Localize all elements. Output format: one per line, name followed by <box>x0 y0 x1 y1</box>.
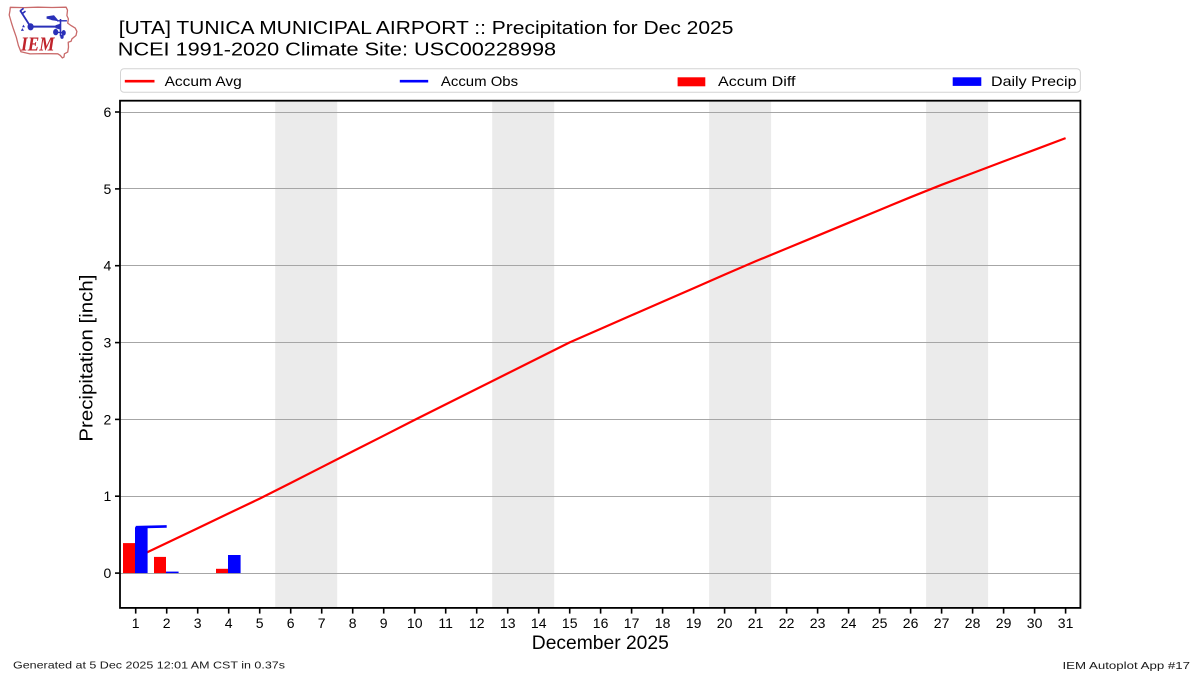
svg-text:2: 2 <box>104 411 112 427</box>
svg-text:20: 20 <box>717 615 733 631</box>
svg-text:25: 25 <box>872 615 888 631</box>
svg-text:5: 5 <box>256 615 264 631</box>
svg-text:22: 22 <box>779 615 795 631</box>
svg-text:Generated at 5 Dec 2025 12:01: Generated at 5 Dec 2025 12:01 AM CST in … <box>13 660 285 672</box>
svg-text:3: 3 <box>104 335 112 351</box>
svg-text:3: 3 <box>194 615 202 631</box>
svg-text:0: 0 <box>104 565 112 581</box>
svg-text:Accum Obs: Accum Obs <box>441 73 518 89</box>
svg-text:27: 27 <box>934 615 950 631</box>
svg-text:IEM Autoplot App #17: IEM Autoplot App #17 <box>1063 660 1191 672</box>
svg-text:Precipitation [inch]: Precipitation [inch] <box>76 275 97 442</box>
svg-text:8: 8 <box>349 615 357 631</box>
svg-text:23: 23 <box>810 615 826 631</box>
svg-text:21: 21 <box>748 615 764 631</box>
svg-text:IEM: IEM <box>20 34 55 56</box>
svg-text:10: 10 <box>407 615 423 631</box>
svg-text:Accum Diff: Accum Diff <box>718 73 796 89</box>
svg-text:17: 17 <box>624 615 640 631</box>
svg-text:Accum Avg: Accum Avg <box>165 73 242 89</box>
svg-text:1: 1 <box>104 488 112 504</box>
svg-text:15: 15 <box>562 615 578 631</box>
svg-text:4: 4 <box>104 258 112 274</box>
svg-text:1: 1 <box>132 615 140 631</box>
svg-text:11: 11 <box>438 615 453 631</box>
svg-text:Daily Precip: Daily Precip <box>991 73 1077 89</box>
svg-text:19: 19 <box>686 615 702 631</box>
svg-text:NCEI 1991-2020 Climate Site: U: NCEI 1991-2020 Climate Site: USC00228998 <box>118 39 556 60</box>
svg-text:5: 5 <box>104 181 112 197</box>
svg-text:4: 4 <box>225 615 233 631</box>
svg-text:31: 31 <box>1058 615 1074 631</box>
svg-text:16: 16 <box>593 615 609 631</box>
svg-text:7: 7 <box>318 615 326 631</box>
svg-text:12: 12 <box>469 615 485 631</box>
svg-text:December 2025: December 2025 <box>532 633 669 654</box>
svg-text:18: 18 <box>655 615 671 631</box>
svg-text:6: 6 <box>104 104 112 120</box>
svg-text:26: 26 <box>903 615 919 631</box>
svg-text:13: 13 <box>500 615 516 631</box>
svg-text:24: 24 <box>841 615 857 631</box>
svg-text:2: 2 <box>163 615 171 631</box>
svg-text:28: 28 <box>965 615 981 631</box>
svg-text:[UTA] TUNICA MUNICIPAL AIRPORT: [UTA] TUNICA MUNICIPAL AIRPORT :: Precip… <box>119 17 734 38</box>
svg-text:29: 29 <box>996 615 1012 631</box>
svg-text:14: 14 <box>531 615 547 631</box>
svg-text:30: 30 <box>1027 615 1043 631</box>
svg-text:6: 6 <box>287 615 295 631</box>
svg-text:9: 9 <box>380 615 388 631</box>
